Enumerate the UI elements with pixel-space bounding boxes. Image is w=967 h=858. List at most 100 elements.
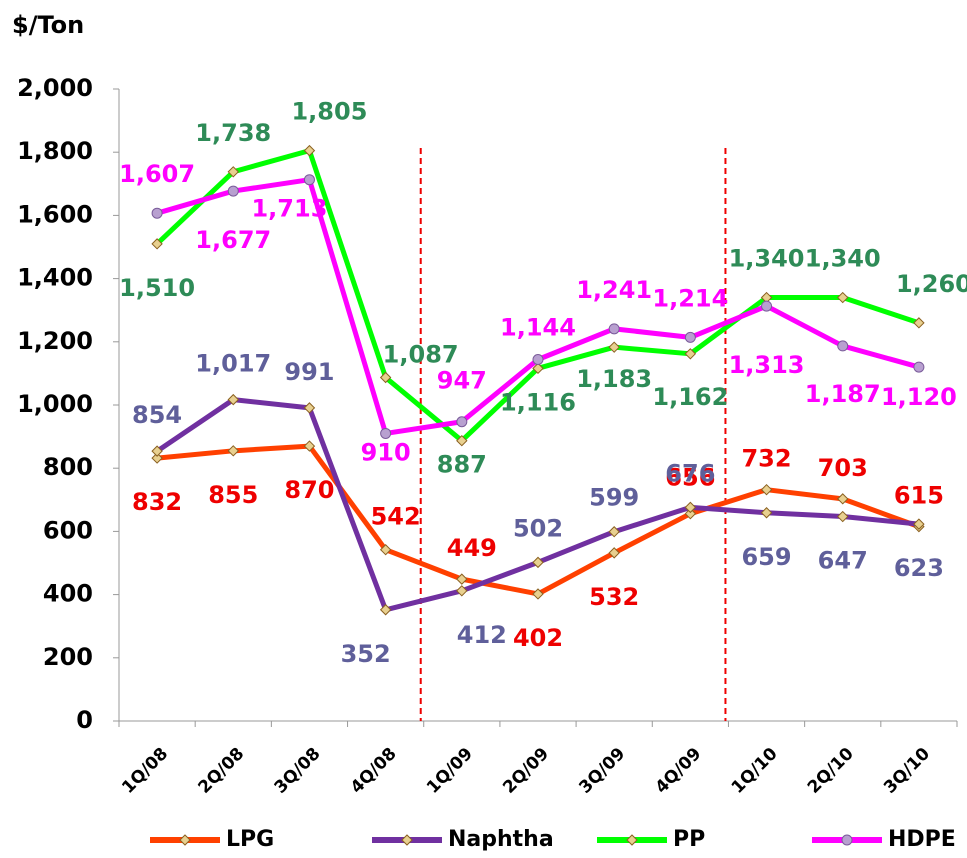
legend-label: PP (673, 827, 705, 852)
data-label: 732 (741, 445, 791, 473)
legend-item: Naphtha (372, 827, 554, 852)
data-label: 1,340 (729, 245, 805, 273)
point-marker (227, 393, 239, 406)
legend-label: Naphtha (448, 827, 554, 852)
data-label: 854 (132, 401, 182, 429)
data-label: 1,340 (805, 245, 881, 273)
point-marker (684, 348, 697, 360)
legend-marker (179, 834, 191, 846)
data-label: 502 (513, 514, 563, 542)
point-marker (151, 452, 163, 464)
data-label: 887 (437, 451, 487, 479)
data-label: 402 (513, 624, 563, 652)
y-tick-label: 0 (76, 706, 93, 734)
data-label: 1,510 (119, 274, 195, 302)
point-marker (151, 238, 163, 250)
data-label: 599 (589, 484, 639, 512)
data-label: 991 (284, 358, 334, 386)
y-axis-label: $/Ton (12, 11, 84, 39)
x-tick-label: 3Q/08 (271, 744, 325, 798)
data-label: 947 (437, 367, 487, 395)
data-label: 1,260 (896, 270, 967, 298)
x-tick-label: 2Q/10 (804, 744, 858, 798)
legend-marker (841, 834, 853, 846)
point-marker (913, 518, 925, 530)
point-marker (837, 340, 849, 352)
point-marker (456, 416, 468, 428)
data-label: 352 (341, 640, 391, 668)
data-label: 1,116 (500, 388, 576, 416)
data-label: 1,713 (251, 195, 327, 223)
data-label: 1,144 (500, 313, 576, 341)
point-marker (532, 556, 544, 569)
x-tick-label: 1Q/08 (118, 744, 172, 798)
point-marker (913, 361, 925, 373)
point-marker (151, 445, 163, 457)
data-label: 1,120 (881, 383, 957, 411)
data-label: 870 (284, 476, 334, 504)
data-label: 449 (447, 534, 497, 562)
legend-item: LPG (150, 827, 274, 852)
data-label: 1,677 (195, 226, 271, 254)
point-marker (151, 207, 163, 219)
data-label: 1,738 (195, 119, 271, 147)
point-marker (380, 427, 392, 439)
data-label: 1,017 (195, 350, 271, 378)
point-marker (913, 317, 925, 329)
data-label: 703 (818, 454, 868, 482)
point-marker (456, 585, 468, 597)
point-marker (456, 573, 468, 585)
legend-item: HDPE (812, 827, 956, 852)
data-label: 542 (371, 503, 421, 531)
legend-marker (401, 834, 413, 846)
data-label: 1,214 (652, 284, 728, 312)
x-tick-label: 4Q/09 (652, 744, 706, 798)
point-marker (456, 435, 468, 447)
point-marker (227, 166, 239, 178)
point-marker (608, 323, 620, 335)
x-tick-label: 2Q/08 (194, 744, 248, 798)
data-label: 659 (741, 543, 791, 571)
data-label: 615 (894, 482, 944, 510)
x-tick-label: 3Q/10 (880, 744, 934, 798)
point-marker (532, 362, 544, 375)
data-label: 832 (132, 488, 182, 516)
x-tick-label: 1Q/10 (728, 744, 782, 798)
data-label: 412 (457, 621, 507, 649)
data-label: 647 (818, 547, 868, 575)
y-tick-label: 1,800 (17, 137, 93, 165)
point-marker (532, 353, 544, 365)
series-line (155, 397, 920, 613)
legend-label: LPG (226, 827, 274, 852)
x-tick-label: 1Q/09 (423, 744, 477, 798)
point-marker (227, 445, 239, 457)
point-marker (684, 507, 697, 520)
point-marker (532, 588, 544, 600)
y-tick-label: 1,200 (17, 327, 93, 355)
data-label: 1,805 (291, 98, 367, 126)
point-marker (608, 526, 620, 538)
point-marker (684, 501, 697, 514)
data-label: 1,162 (652, 383, 728, 411)
y-tick-label: 2,000 (17, 74, 93, 102)
data-label: 656 (665, 464, 715, 492)
legend-item: PP (597, 827, 705, 852)
point-marker (227, 185, 239, 197)
data-label: 1,087 (383, 341, 459, 369)
point-marker (760, 483, 773, 496)
point-marker (379, 604, 392, 616)
x-tick-label: 3Q/09 (575, 744, 629, 798)
legend-marker (626, 834, 638, 846)
point-marker (608, 341, 620, 353)
point-marker (379, 371, 392, 384)
x-tick-label: 4Q/08 (347, 744, 401, 798)
point-marker (760, 507, 773, 519)
data-label: 1,187 (805, 380, 881, 408)
point-marker (303, 402, 316, 414)
data-label: 1,607 (119, 160, 195, 188)
data-label: 1,183 (576, 365, 652, 393)
data-label: 1,313 (729, 351, 805, 379)
y-tick-label: 400 (43, 580, 93, 608)
y-tick-label: 1,400 (17, 264, 93, 292)
point-marker (837, 493, 849, 505)
